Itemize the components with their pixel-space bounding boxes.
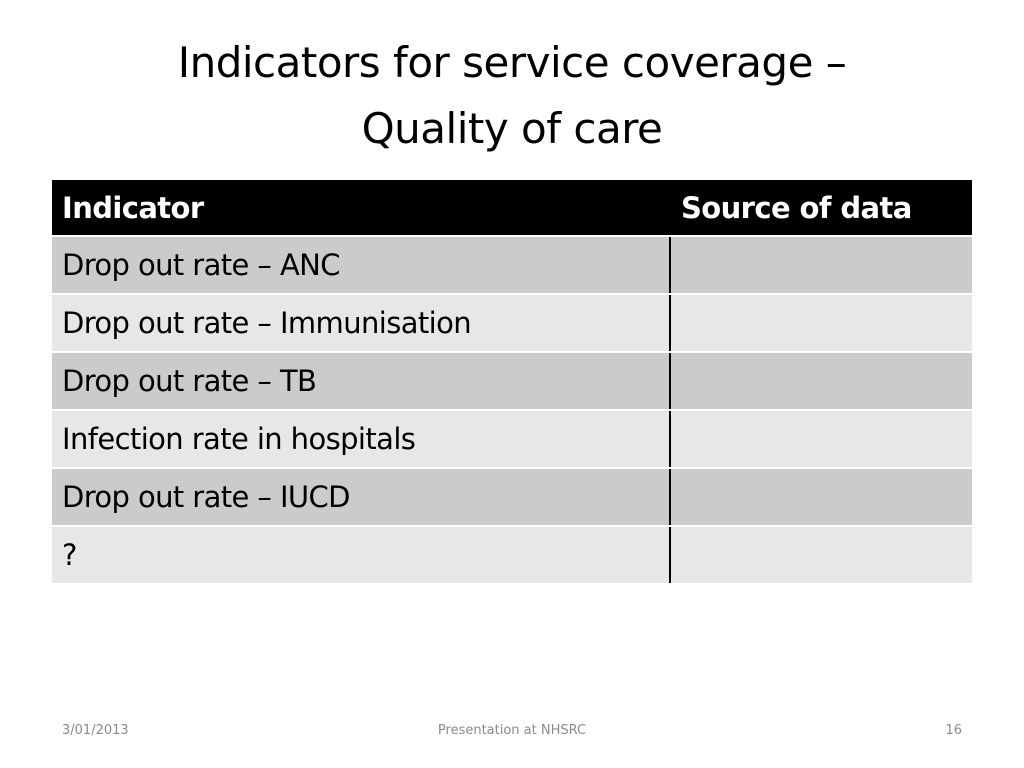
slide-title: Indicators for service coverage – Qualit… (0, 30, 1024, 162)
source-cell (669, 410, 972, 469)
footer-date: 3/01/2013 (62, 723, 129, 738)
slide-title-line-1: Indicators for service coverage – (177, 38, 847, 87)
indicator-cell: Drop out rate – ANC (52, 236, 670, 295)
table-row: ? (52, 526, 972, 585)
footer-presentation-label: Presentation at NHSRC (437, 723, 587, 738)
table-row: Drop out rate – TB (52, 352, 972, 411)
indicator-table: Indicator Source of data Drop out rate –… (52, 180, 972, 585)
table-row: Drop out rate – IUCD (52, 468, 972, 527)
source-cell (669, 468, 972, 527)
source-cell (669, 294, 972, 353)
table-row: Drop out rate – Immunisation (52, 294, 972, 353)
source-cell (669, 352, 972, 411)
indicator-cell: ? (52, 526, 670, 585)
indicator-cell: Drop out rate – TB (52, 352, 670, 411)
source-cell (669, 236, 972, 295)
column-header-indicator: Indicator (52, 180, 670, 237)
source-cell (669, 526, 972, 585)
indicator-cell: Drop out rate – IUCD (52, 468, 670, 527)
indicator-cell: Infection rate in hospitals (52, 410, 670, 469)
table-row: Drop out rate – ANC (52, 236, 972, 295)
footer-page-number: 16 (945, 723, 962, 738)
table-row: Infection rate in hospitals (52, 410, 972, 469)
table-header-row: Indicator Source of data (52, 180, 972, 237)
indicator-cell: Drop out rate – Immunisation (52, 294, 670, 353)
column-header-source-of-data: Source of data (669, 180, 972, 237)
slide-title-line-2: Quality of care (361, 104, 663, 153)
